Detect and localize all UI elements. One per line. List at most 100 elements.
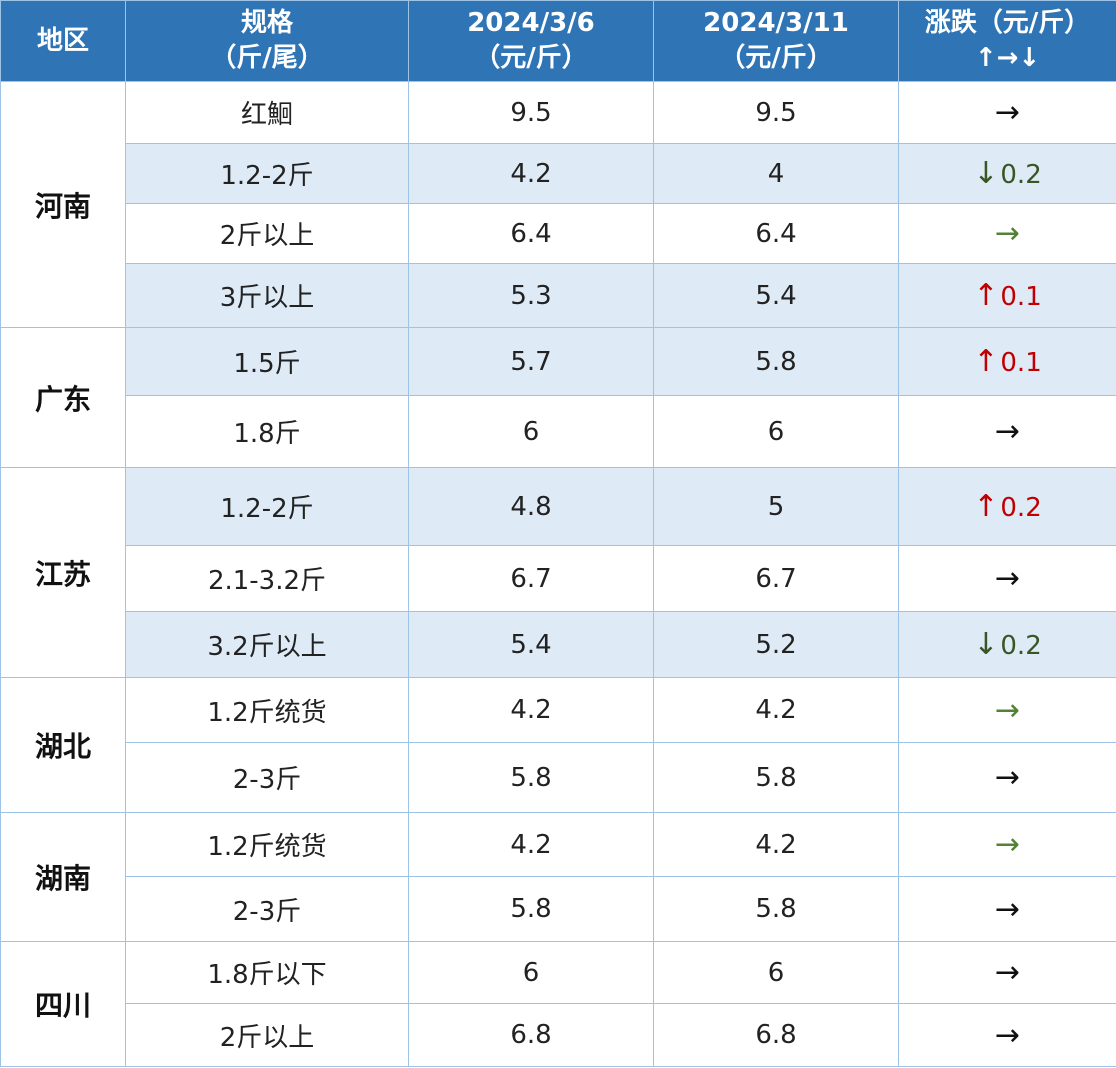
table-row: 3斤以上 5.3 5.4 ↑0.1 [1, 263, 1116, 328]
price-date2-cell: 4 [653, 143, 899, 204]
header-region-label: 地区 [36, 25, 89, 56]
header-date1: 2024/3/6 （元/斤） [408, 0, 654, 82]
change-cell: → [898, 876, 1116, 942]
table-row: 河南 红鮰 9.5 9.5 → [0, 81, 1116, 328]
change-cell: → [898, 941, 1116, 1004]
arrow-up-icon: ↑ [973, 489, 999, 524]
spec-cell: 1.2-2斤 [125, 143, 409, 204]
table-row: 1.8斤 6 6 → [1, 395, 1116, 468]
price-date1-cell: 5.8 [408, 742, 654, 813]
price-date1-cell: 6.4 [408, 203, 654, 264]
table-row: 2.1-3.2斤 6.7 6.7 → [1, 545, 1116, 612]
spec-cell: 3斤以上 [125, 263, 409, 328]
arrow-up-icon: ↑ [973, 344, 999, 379]
price-date2-cell: 5.8 [653, 876, 899, 942]
price-date2-cell: 5.8 [653, 327, 899, 396]
spec-cell: 2斤以上 [125, 203, 409, 264]
header-date2: 2024/3/11 （元/斤） [653, 0, 899, 82]
price-date2-cell: 5 [653, 467, 899, 546]
price-date2-cell: 6.7 [653, 545, 899, 612]
price-date2-cell: 9.5 [653, 81, 899, 144]
price-date1-cell: 5.8 [408, 876, 654, 942]
spec-cell: 2-3斤 [125, 742, 409, 813]
arrow-up-icon: ↑ [973, 278, 999, 313]
header-spec-label: 规格 [240, 8, 293, 38]
spec-cell: 1.5斤 [125, 327, 409, 396]
region-cell: 广东 [0, 327, 126, 468]
header-date1-unit: （元/斤） [474, 43, 588, 73]
header-region: 地区 [0, 0, 126, 82]
header-date2-unit: （元/斤） [719, 43, 833, 73]
change-cell: → [898, 1003, 1116, 1067]
price-date2-cell: 5.4 [653, 263, 899, 328]
header-spec-unit: （斤/尾） [210, 43, 324, 73]
change-cell: → [898, 395, 1116, 468]
price-date2-cell: 5.2 [653, 611, 899, 678]
change-cell: ↓0.2 [898, 143, 1116, 204]
price-date1-cell: 5.7 [408, 327, 654, 396]
change-amount: 0.2 [1000, 493, 1042, 523]
arrow-down-icon: ↓ [973, 156, 999, 191]
spec-cell: 1.8斤 [125, 395, 409, 468]
header-row: 地区 规格 （斤/尾） 2024/3/6 （元/斤） 2024/3/11 （元/… [0, 0, 1116, 82]
spec-cell: 2.1-3.2斤 [125, 545, 409, 612]
price-date1-cell: 6.8 [408, 1003, 654, 1067]
table-row: 2-3斤 5.8 5.8 → [1, 742, 1116, 813]
table-row: 湖北 1.2斤统货 4.2 4.2 → [0, 677, 1116, 813]
table-row: 湖南 1.2斤统货 4.2 4.2 → [0, 812, 1116, 942]
header-date2-label: 2024/3/11 [703, 8, 849, 38]
arrow-right-icon: → [994, 561, 1021, 596]
price-date1-cell: 6 [408, 395, 654, 468]
arrow-right-icon: → [994, 891, 1021, 927]
arrow-right-icon: → [994, 414, 1021, 449]
spec-cell: 2斤以上 [125, 1003, 409, 1067]
price-date1-cell: 6.7 [408, 545, 654, 612]
change-cell: → [898, 81, 1116, 144]
table-row: 江苏 1.2-2斤 4.8 5 ↑0.2 [0, 467, 1116, 678]
spec-cell: 1.2斤统货 [125, 812, 409, 877]
change-amount: 0.2 [1000, 631, 1042, 661]
arrow-right-icon: → [994, 692, 1021, 728]
table-row: 四川 1.8斤以下 6 6 → [0, 941, 1116, 1067]
spec-cell: 2-3斤 [125, 876, 409, 942]
arrow-right-icon: → [994, 1017, 1021, 1053]
header-change-arrows: ↑→↓ [974, 43, 1041, 73]
price-date1-cell: 4.2 [408, 677, 654, 743]
region-cell: 湖北 [0, 677, 126, 813]
price-date1-cell: 4.2 [408, 143, 654, 204]
header-date1-label: 2024/3/6 [467, 8, 595, 38]
header-change: 涨跌（元/斤） ↑→↓ [898, 0, 1116, 82]
change-cell: → [898, 742, 1116, 813]
spec-cell: 红鮰 [125, 81, 409, 144]
change-amount: 0.1 [1000, 348, 1042, 378]
price-date1-cell: 5.4 [408, 611, 654, 678]
spec-cell: 1.2斤统货 [125, 677, 409, 743]
price-date2-cell: 6 [653, 395, 899, 468]
region-cell: 四川 [0, 941, 126, 1067]
table-row: 1.2-2斤 4.2 4 ↓0.2 [1, 143, 1116, 204]
price-date2-cell: 4.2 [653, 677, 899, 743]
region-cell: 湖南 [0, 812, 126, 942]
header-change-label: 涨跌（元/斤） [924, 8, 1091, 38]
price-date2-cell: 4.2 [653, 812, 899, 877]
table-row: 2-3斤 5.8 5.8 → [1, 876, 1116, 942]
change-amount: 0.1 [1000, 282, 1042, 312]
arrow-right-icon: → [994, 955, 1021, 990]
arrow-right-icon: → [994, 216, 1021, 251]
price-date1-cell: 4.2 [408, 812, 654, 877]
change-cell: ↑0.1 [898, 327, 1116, 396]
region-cell: 河南 [0, 81, 126, 328]
price-date2-cell: 6.8 [653, 1003, 899, 1067]
table-row: 3.2斤以上 5.4 5.2 ↓0.2 [1, 611, 1116, 678]
change-cell: ↑0.2 [898, 467, 1116, 546]
change-cell: ↓0.2 [898, 611, 1116, 678]
arrow-right-icon: → [994, 827, 1021, 862]
spec-cell: 1.8斤以下 [125, 941, 409, 1004]
table-row: 2斤以上 6.8 6.8 → [1, 1003, 1116, 1067]
change-cell: → [898, 545, 1116, 612]
price-date2-cell: 5.8 [653, 742, 899, 813]
header-spec: 规格 （斤/尾） [125, 0, 409, 82]
arrow-down-icon: ↓ [973, 627, 999, 662]
price-date2-cell: 6.4 [653, 203, 899, 264]
